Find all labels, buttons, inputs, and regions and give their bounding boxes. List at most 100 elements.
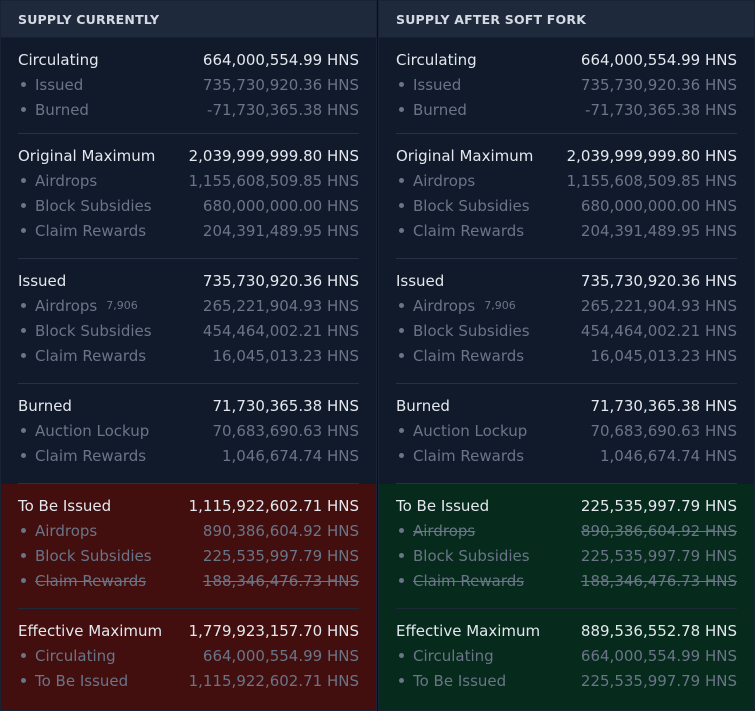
item-label: Claim Rewards [35,221,147,240]
section-total-row: Effective Maximum 1,779,923,157.70 HNS [18,618,359,643]
section-value: 71,730,365.38 HNS [212,396,359,415]
bullet-icon [399,353,404,358]
section-value: 664,000,554.99 HNS [202,50,359,69]
item-value: 680,000,000.00 HNS [202,196,359,215]
item-label: Claim Rewards [413,346,525,365]
item-value: 454,464,002.21 HNS [580,321,737,340]
airdrop-count: 7,906 [484,299,516,312]
breakdown-row: Claim Rewards 16,045,013.23 HNS [18,343,359,368]
bullet-icon [399,203,404,208]
bullet-icon [399,228,404,233]
breakdown-row: To Be Issued 225,535,997.79 HNS [396,668,737,693]
item-label: Airdrops [413,171,476,190]
item-label: Burned [35,100,89,119]
item-label: Claim Rewards [413,221,525,240]
bullet-icon [399,553,404,558]
item-value: 1,155,608,509.85 HNS [566,171,737,190]
breakdown-row: Claim Rewards 204,391,489.95 HNS [396,218,737,243]
item-value: 735,730,920.36 HNS [202,75,359,94]
section-circulating: Circulating 664,000,554.99 HNS Issued 73… [1,38,376,134]
item-value: 1,155,608,509.85 HNS [188,171,359,190]
bullet-icon [399,107,404,112]
section-label: Burned [18,396,72,415]
section-circulating: Circulating 664,000,554.99 HNS Issued 73… [379,38,754,134]
item-label: Airdrops [35,296,98,315]
section-total-row: Issued 735,730,920.36 HNS [396,268,737,293]
section-value: 71,730,365.38 HNS [590,396,737,415]
section-label: Circulating [18,50,99,69]
bullet-icon [21,107,26,112]
bullet-icon [21,228,26,233]
section-issued: Issued 735,730,920.36 HNS Airdrops 7,906 … [379,259,754,384]
breakdown-row: Airdrops 890,386,604.92 HNS [18,518,359,543]
section-value: 735,730,920.36 HNS [202,271,359,290]
item-value: 735,730,920.36 HNS [580,75,737,94]
section-value: 2,039,999,999.80 HNS [566,146,737,165]
section-label: To Be Issued [18,496,112,515]
breakdown-row: Block Subsidies 454,464,002.21 HNS [18,318,359,343]
section-effective-maximum: Effective Maximum 889,536,552.78 HNS Cir… [379,609,754,710]
panel-supply-currently: SUPPLY CURRENTLY Circulating 664,000,554… [0,0,377,711]
bullet-icon [21,303,26,308]
section-label: Issued [396,271,445,290]
item-label: Airdrops [413,296,476,315]
item-label: To Be Issued [35,671,129,690]
item-value: -71,730,365.38 HNS [207,100,359,119]
section-value: 225,535,997.79 HNS [580,496,737,515]
item-value: 664,000,554.99 HNS [580,646,737,665]
item-label: Airdrops [413,521,476,540]
bullet-icon [399,82,404,87]
breakdown-row: Claim Rewards 16,045,013.23 HNS [396,343,737,368]
bullet-icon [21,453,26,458]
breakdown-row: Claim Rewards 204,391,489.95 HNS [18,218,359,243]
item-label: Block Subsidies [35,321,152,340]
breakdown-row: Burned -71,730,365.38 HNS [396,97,737,122]
section-value: 2,039,999,999.80 HNS [188,146,359,165]
breakdown-row: Block Subsidies 680,000,000.00 HNS [18,193,359,218]
item-value: 16,045,013.23 HNS [590,346,737,365]
section-total-row: Original Maximum 2,039,999,999.80 HNS [396,143,737,168]
breakdown-row-struck: Claim Rewards 188,346,476.73 HNS [396,568,737,593]
breakdown-row: Issued 735,730,920.36 HNS [18,72,359,97]
bullet-icon [21,528,26,533]
item-label: Block Subsidies [413,196,530,215]
breakdown-row: Airdrops 7,906 265,221,904.93 HNS [396,293,737,318]
section-burned: Burned 71,730,365.38 HNS Auction Lockup … [1,384,376,484]
item-value: 225,535,997.79 HNS [580,671,737,690]
item-label: Claim Rewards [413,446,525,465]
item-value: 454,464,002.21 HNS [202,321,359,340]
item-value: 265,221,904.93 HNS [580,296,737,315]
breakdown-row: Block Subsidies 225,535,997.79 HNS [18,543,359,568]
section-value: 664,000,554.99 HNS [580,50,737,69]
item-label: Claim Rewards [413,571,525,590]
bullet-icon [21,678,26,683]
breakdown-row: Block Subsidies 454,464,002.21 HNS [396,318,737,343]
section-label: To Be Issued [396,496,490,515]
panel-supply-after-soft-fork: SUPPLY AFTER SOFT FORK Circulating 664,0… [378,0,755,711]
section-value: 1,779,923,157.70 HNS [188,621,359,640]
section-to-be-issued: To Be Issued 1,115,922,602.71 HNS Airdro… [1,484,376,609]
item-value: 188,346,476.73 HNS [202,571,359,590]
section-value: 735,730,920.36 HNS [580,271,737,290]
item-value: 204,391,489.95 HNS [580,221,737,240]
bullet-icon [21,328,26,333]
section-to-be-issued: To Be Issued 225,535,997.79 HNS Airdrops… [379,484,754,609]
breakdown-row: Circulating 664,000,554.99 HNS [396,643,737,668]
item-value: 188,346,476.73 HNS [580,571,737,590]
breakdown-row: Airdrops 1,155,608,509.85 HNS [396,168,737,193]
item-label: Airdrops [35,521,98,540]
item-value: 70,683,690.63 HNS [590,421,737,440]
section-total-row: Issued 735,730,920.36 HNS [18,268,359,293]
item-value: 225,535,997.79 HNS [580,546,737,565]
item-value: 1,046,674.74 HNS [222,446,359,465]
breakdown-row: Issued 735,730,920.36 HNS [396,72,737,97]
bullet-icon [21,178,26,183]
item-label: Issued [35,75,84,94]
item-value: 890,386,604.92 HNS [580,521,737,540]
item-value: 70,683,690.63 HNS [212,421,359,440]
section-total-row: To Be Issued 225,535,997.79 HNS [396,493,737,518]
item-label: Circulating [35,646,116,665]
breakdown-row: Auction Lockup 70,683,690.63 HNS [396,418,737,443]
breakdown-row: Airdrops 7,906 265,221,904.93 HNS [18,293,359,318]
